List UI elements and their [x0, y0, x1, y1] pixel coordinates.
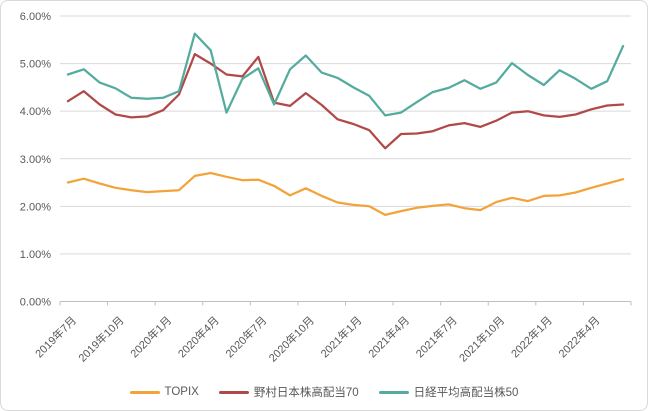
- x-axis-label: 2021年4月: [365, 313, 412, 360]
- series-line-topix: [66, 171, 625, 217]
- nomura-70-line-swatch: [218, 390, 249, 394]
- x-axis-label: 2020年10月: [266, 313, 317, 364]
- y-axis-label: 6.00%: [20, 11, 51, 23]
- x-axis-label: 2021年7月: [413, 313, 460, 360]
- y-axis-label: 2.00%: [20, 201, 51, 213]
- x-axis-label: 2021年10月: [456, 313, 507, 364]
- y-axis-label: 5.00%: [20, 59, 51, 71]
- nikkei-50-line-swatch: [378, 390, 409, 394]
- y-axis-label: 4.00%: [20, 106, 51, 118]
- y-axis-label: 0.00%: [20, 297, 51, 309]
- legend-label-nikkei-50: 日経平均高配当株50: [413, 387, 519, 399]
- legend-label-topix: TOPIX: [164, 386, 199, 398]
- series-line-nomura-70: [66, 52, 625, 150]
- series-line-nikkei-50: [66, 32, 625, 117]
- chart-legend: TOPIX 野村日本株高配当70 日経平均高配当株50: [1, 381, 647, 403]
- x-axis-label: 2020年4月: [175, 313, 222, 360]
- legend-label-nomura-70: 野村日本株高配当70: [253, 387, 359, 399]
- legend-item-topix: TOPIX: [129, 386, 199, 398]
- legend-item-nomura-70: 野村日本株高配当70: [218, 384, 359, 400]
- x-axis-label: 2020年7月: [222, 313, 269, 360]
- x-axis-label: 2020年1月: [127, 313, 174, 360]
- x-axis-label: 2019年10月: [75, 313, 126, 364]
- y-axis-label: 3.00%: [20, 154, 51, 166]
- topix-line-swatch: [129, 390, 160, 394]
- legend-item-nikkei-50: 日経平均高配当株50: [378, 384, 519, 400]
- x-axis-label: 2022年1月: [508, 313, 555, 360]
- x-axis-label: 2022年4月: [555, 313, 602, 360]
- y-axis-label: 1.00%: [20, 249, 51, 261]
- x-axis-label: 2021年1月: [317, 313, 364, 360]
- x-axis-label: 2019年7月: [32, 313, 79, 360]
